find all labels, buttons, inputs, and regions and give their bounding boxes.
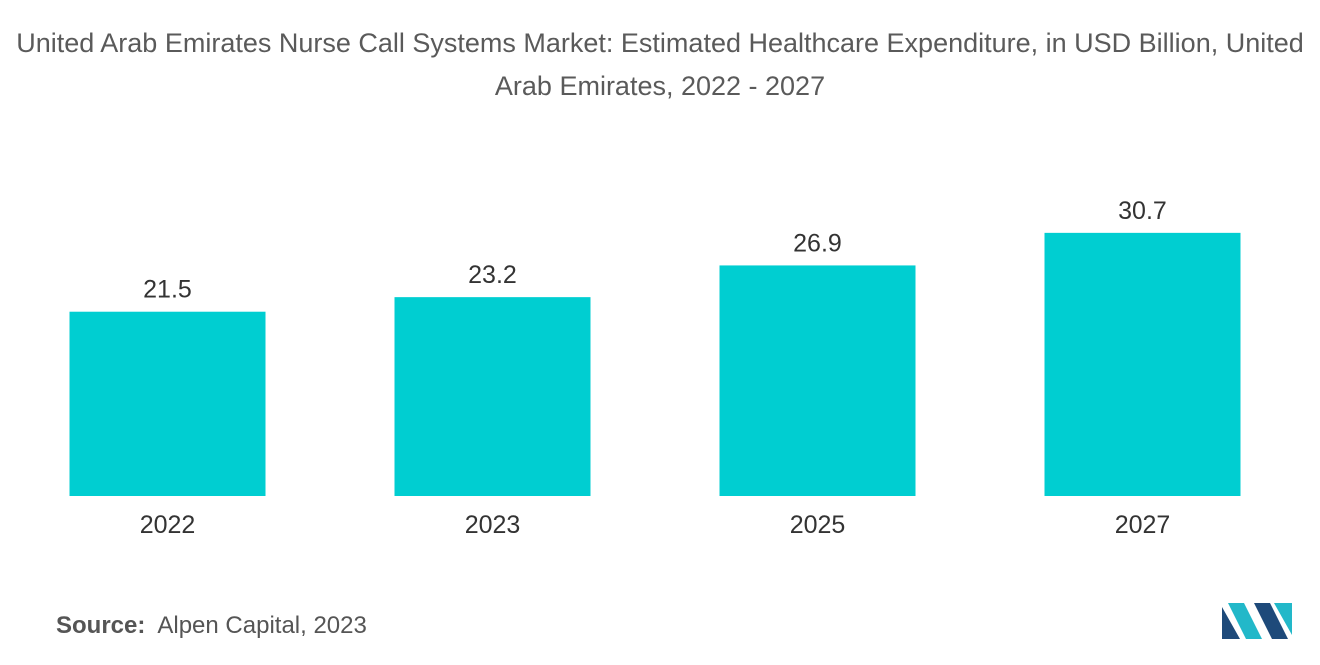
bar-2023 (394, 297, 591, 496)
bar-2027 (1044, 232, 1241, 496)
value-labels-layer: 21.5 23.2 26.9 30.7 (143, 197, 1167, 304)
source-label: Source: (56, 612, 146, 639)
x-tick-label-2025: 2025 (790, 511, 846, 539)
x-tick-label-2027: 2027 (1115, 511, 1171, 539)
chart-title: United Arab Emirates Nurse Call Systems … (16, 28, 1304, 101)
x-tick-label-2022: 2022 (140, 511, 196, 539)
source-text: Alpen Capital, 2023 (157, 612, 367, 639)
x-axis-ticks-layer: 2022 2023 2025 2027 (140, 511, 1171, 539)
value-label-2025: 26.9 (793, 229, 842, 257)
value-label-2022: 21.5 (143, 276, 192, 304)
value-label-2027: 30.7 (1118, 197, 1167, 225)
x-tick-label-2023: 2023 (465, 511, 521, 539)
bar-2025 (719, 265, 916, 496)
source-note: Source: Alpen Capital, 2023 (56, 612, 367, 640)
mordor-intelligence-logo-icon (1222, 603, 1292, 639)
bar-2022 (69, 311, 266, 496)
bars-layer (69, 232, 1241, 496)
value-label-2023: 23.2 (468, 261, 517, 289)
bar-chart: 21.5 23.2 26.9 30.7 2022 2023 2025 2027 (69, 197, 1241, 539)
